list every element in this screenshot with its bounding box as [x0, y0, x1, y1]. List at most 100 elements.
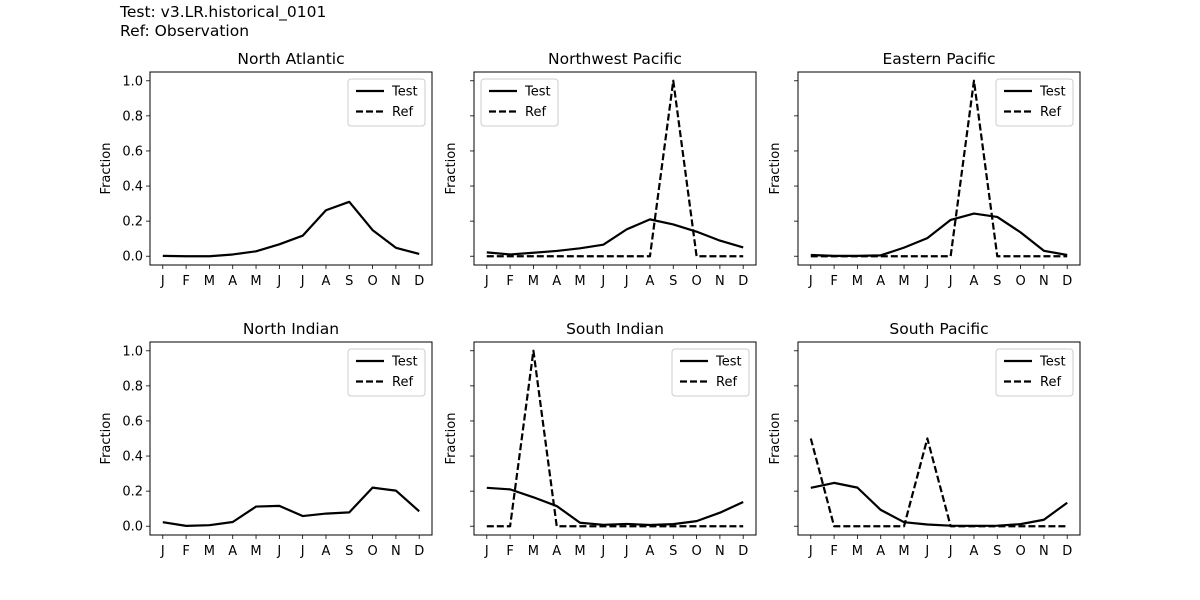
- legend-label-test: Test: [715, 355, 742, 370]
- x-tick-label: J: [948, 544, 953, 559]
- y-tick-label: 0.0: [122, 250, 143, 265]
- x-tick-label: F: [182, 274, 189, 289]
- y-tick-label: 0.4: [122, 450, 143, 465]
- legend-label-ref: Ref: [392, 375, 413, 390]
- y-tick-label: 0.2: [122, 485, 143, 500]
- legend-label-ref: Ref: [716, 375, 737, 390]
- x-tick-label: D: [738, 274, 748, 289]
- series-line-ref: [486, 79, 744, 258]
- legend: Test Ref: [995, 348, 1074, 397]
- series-line-test: [486, 486, 744, 527]
- x-tick-label: A: [322, 544, 331, 559]
- y-tick-label: 1.0: [122, 344, 143, 359]
- x-tick-label: J: [276, 544, 281, 559]
- x-tick-label: J: [484, 544, 489, 559]
- y-axis-label: Fraction: [444, 143, 459, 195]
- x-tick-label: O: [367, 274, 377, 289]
- x-tick-label: J: [300, 544, 305, 559]
- x-tick-label: J: [624, 274, 629, 289]
- x-tick-label: J: [924, 544, 929, 559]
- plot-frame: [473, 341, 757, 536]
- x-tick-label: J: [808, 544, 813, 559]
- x-tick-label: A: [322, 274, 331, 289]
- legend-label-ref: Ref: [525, 105, 546, 120]
- y-axis-label: Fraction: [768, 413, 783, 465]
- x-tick-label: M: [852, 274, 863, 289]
- x-tick-label: D: [414, 274, 424, 289]
- x-tick-label: O: [691, 544, 701, 559]
- x-tick-label: S: [993, 274, 1001, 289]
- x-tick-label: A: [970, 274, 979, 289]
- legend-label-test: Test: [524, 85, 551, 100]
- reference-label: Ref: Observation: [120, 22, 250, 40]
- x-tick-label: O: [691, 274, 701, 289]
- x-tick-label: S: [669, 544, 677, 559]
- legend: Test Ref: [347, 78, 426, 127]
- x-tick-label: M: [574, 274, 585, 289]
- y-axis-label: Fraction: [99, 413, 114, 465]
- x-tick-label: S: [993, 544, 1001, 559]
- x-tick-label: O: [1015, 274, 1025, 289]
- x-tick-label: J: [600, 274, 605, 289]
- legend-label-test: Test: [391, 355, 418, 370]
- x-tick-label: J: [276, 274, 281, 289]
- y-tick-label: 1.0: [122, 74, 143, 89]
- series-line-ref: [810, 79, 1068, 258]
- legend-label-test: Test: [391, 85, 418, 100]
- legend-label-ref: Ref: [1040, 105, 1061, 120]
- x-tick-label: N: [391, 274, 401, 289]
- test-run-label: Test: v3.LR.historical_0101: [120, 3, 327, 21]
- y-tick-label: 0.6: [122, 144, 143, 159]
- x-tick-label: A: [646, 544, 655, 559]
- x-tick-label: N: [715, 274, 725, 289]
- x-tick-label: A: [228, 274, 237, 289]
- x-tick-label: F: [506, 274, 513, 289]
- x-tick-label: J: [484, 274, 489, 289]
- y-axis-label: Fraction: [768, 143, 783, 195]
- y-tick-label: 0.8: [122, 109, 143, 124]
- x-tick-label: N: [391, 544, 401, 559]
- x-tick-label: A: [552, 544, 561, 559]
- x-tick-label: F: [830, 274, 837, 289]
- x-tick-label: M: [898, 274, 909, 289]
- x-tick-label: J: [624, 544, 629, 559]
- x-tick-label: F: [182, 544, 189, 559]
- x-tick-label: M: [528, 544, 539, 559]
- x-tick-label: M: [898, 544, 909, 559]
- x-tick-label: J: [924, 274, 929, 289]
- series-line-test: [486, 218, 744, 256]
- x-tick-label: M: [852, 544, 863, 559]
- x-tick-label: S: [345, 544, 353, 559]
- plot-frame: [149, 341, 433, 536]
- panel-title: Eastern Pacific: [882, 50, 995, 68]
- x-tick-label: F: [830, 544, 837, 559]
- y-tick-label: 0.8: [122, 379, 143, 394]
- plot-frame: [797, 341, 1081, 536]
- x-tick-label: A: [876, 274, 885, 289]
- x-tick-label: S: [669, 274, 677, 289]
- x-tick-label: O: [1015, 544, 1025, 559]
- figure-header: Test: v3.LR.historical_0101 Ref: Observa…: [120, 3, 326, 41]
- legend-label-test: Test: [1039, 355, 1066, 370]
- x-tick-label: A: [646, 274, 655, 289]
- panel-title: Northwest Pacific: [548, 50, 682, 68]
- x-tick-label: M: [250, 274, 261, 289]
- x-tick-label: D: [738, 544, 748, 559]
- x-tick-label: F: [506, 544, 513, 559]
- y-axis-label: Fraction: [444, 413, 459, 465]
- x-tick-label: D: [1062, 274, 1072, 289]
- plot-frame: [797, 71, 1081, 266]
- y-tick-label: 0.4: [122, 180, 143, 195]
- legend: Test Ref: [480, 78, 559, 127]
- x-tick-label: D: [414, 544, 424, 559]
- x-tick-label: J: [160, 544, 165, 559]
- panel-title: South Indian: [566, 320, 664, 338]
- x-tick-label: M: [528, 274, 539, 289]
- series-line-test: [810, 481, 1068, 527]
